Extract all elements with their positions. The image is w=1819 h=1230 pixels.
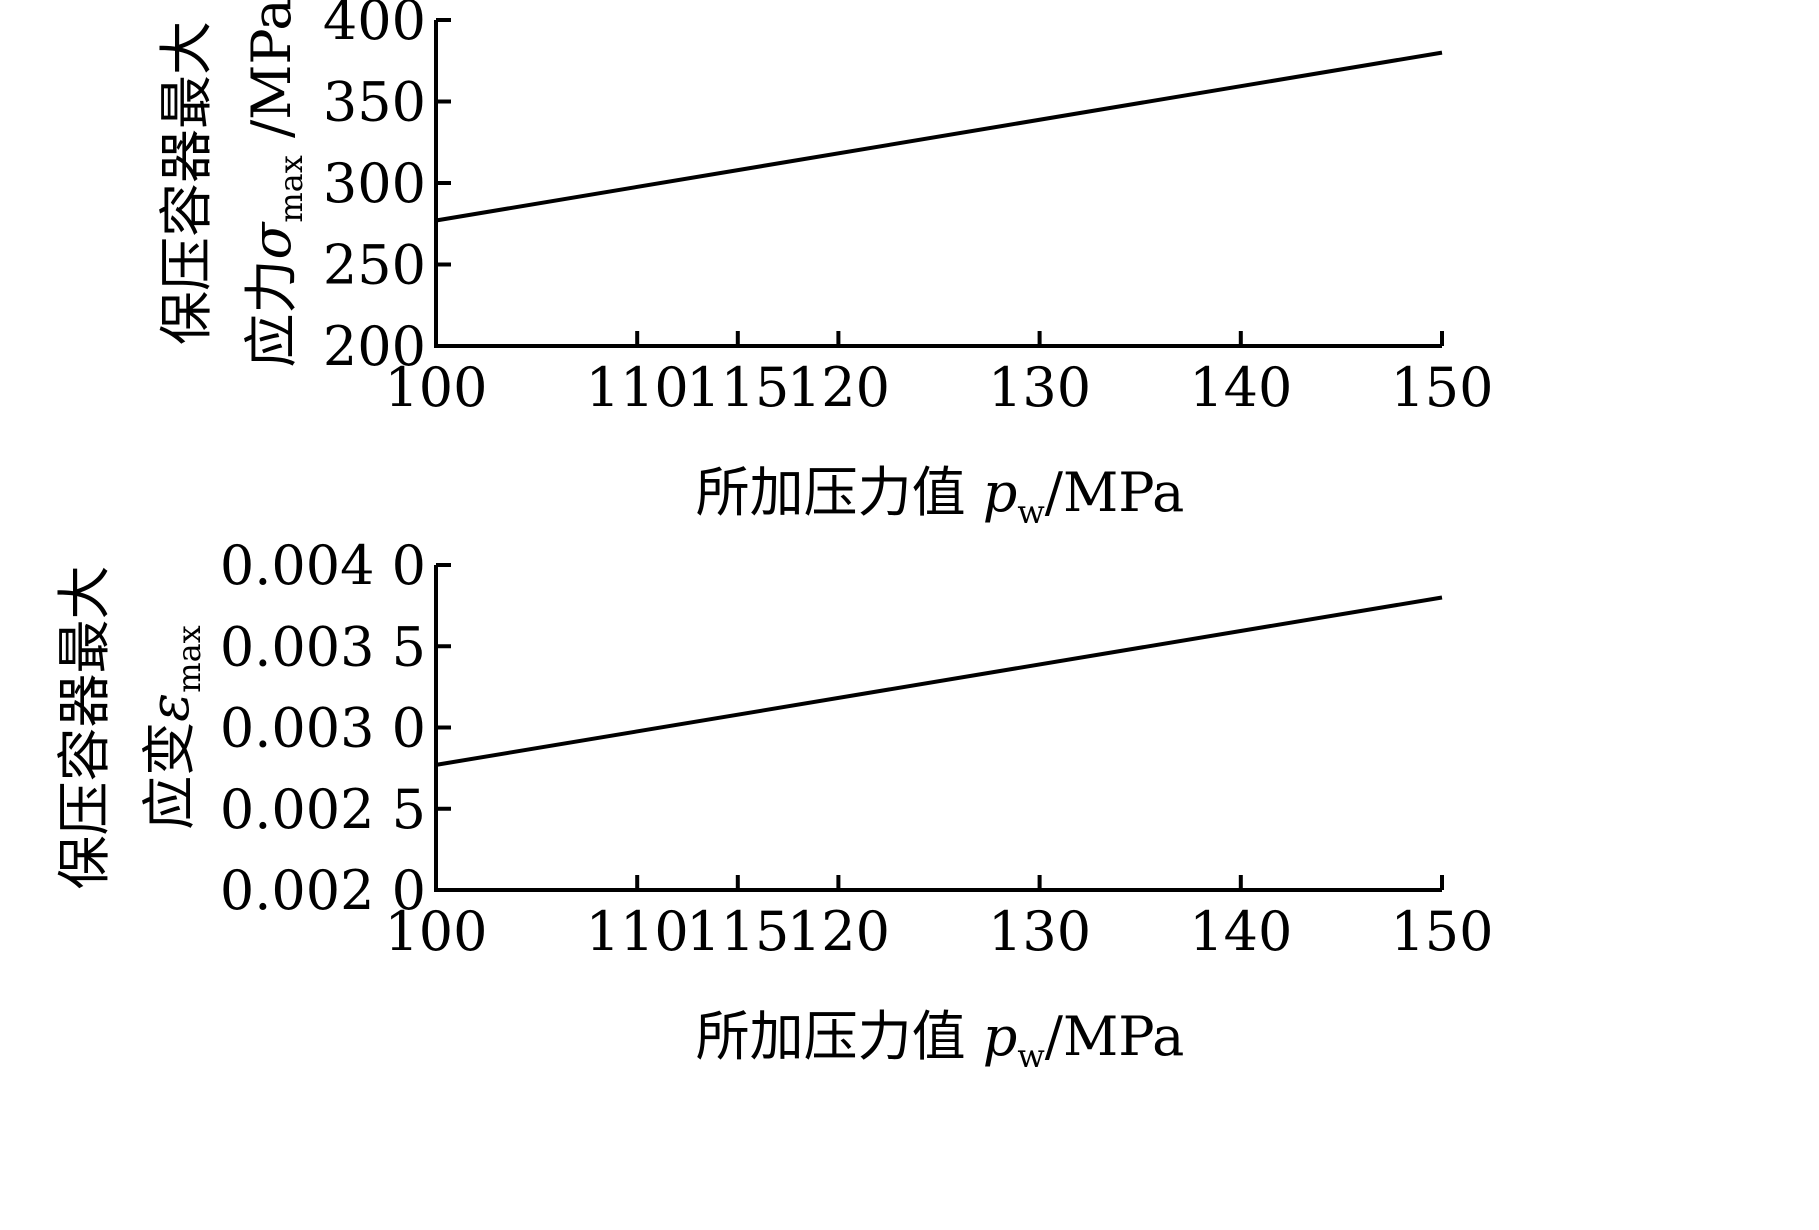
strain-chart: 0.002 0 0.002 5 0.003 0 0.003 5 0.004 0 100 11… — [53, 534, 1494, 1075]
y-tick-label: 350 — [323, 71, 426, 134]
x-axis-title: 所加压力值 pw/MPa — [696, 461, 1185, 531]
x-axis-title-subscript: w — [1017, 493, 1044, 531]
y-tick-label: 300 — [323, 152, 426, 215]
x-axis-title: 所加压力值 pw/MPa — [696, 1005, 1185, 1075]
x-tick-label: 110 — [586, 900, 689, 963]
x-axis-title-subscript: w — [1017, 1037, 1044, 1075]
x-tick-label: 100 — [384, 356, 487, 419]
y-axis-title-subscript: max — [170, 625, 208, 692]
x-axis-title-prefix: 所加压力值 — [696, 461, 983, 524]
x-tick-label: 130 — [988, 900, 1091, 963]
y-axis-title-prefix: 应力 — [240, 260, 303, 368]
x-axis-title-prefix: 所加压力值 — [696, 1005, 983, 1068]
series-line — [435, 50, 1443, 223]
x-tick-label: 120 — [787, 900, 890, 963]
y-tick-label: 0.003 5 — [220, 615, 426, 678]
series-line — [435, 595, 1443, 767]
x-tick-label: 150 — [1390, 900, 1493, 963]
y-axis-title-line1: 保压容器最大 — [53, 566, 116, 890]
x-tick-label: 115 — [686, 356, 789, 419]
x-axis-title-unit: /MPa — [1045, 461, 1185, 524]
x-tick-label: 115 — [686, 900, 789, 963]
y-tick-label: 0.004 0 — [220, 534, 426, 597]
y-tick-label: 0.002 0 — [220, 859, 426, 922]
x-tick-label: 110 — [586, 356, 689, 419]
y-axis-title-subscript: max — [272, 155, 310, 222]
y-axis-title-line2: 应力σmax /MPa — [240, 0, 310, 368]
y-tick-label: 400 — [323, 0, 426, 52]
x-tick-label: 140 — [1189, 356, 1292, 419]
y-axis-title-prefix: 应变 — [138, 722, 201, 830]
axes-frame — [434, 565, 1442, 892]
axes-frame — [434, 20, 1442, 348]
y-axis-title-line2: 应变εmax — [138, 625, 208, 829]
y-axis-title-symbol: σ — [240, 221, 303, 260]
y-tick-label: 0.002 5 — [220, 778, 426, 841]
x-tick-label: 120 — [787, 356, 890, 419]
x-tick-label: 140 — [1189, 900, 1292, 963]
y-tick-label: 200 — [323, 315, 426, 378]
y-axis-title-unit: /MPa — [240, 0, 303, 155]
y-tick-label: 250 — [323, 234, 426, 297]
x-tick-label: 100 — [384, 900, 487, 963]
y-axis-title-line1: 保压容器最大 — [155, 21, 218, 345]
x-tick-label: 130 — [988, 356, 1091, 419]
x-axis-title-symbol: p — [983, 461, 1018, 524]
x-axis-title-symbol: p — [983, 1005, 1018, 1068]
x-axis-title-unit: /MPa — [1045, 1005, 1185, 1068]
y-axis-title-symbol: ε — [138, 693, 201, 722]
x-tick-label: 150 — [1390, 356, 1493, 419]
y-tick-label: 0.003 0 — [220, 697, 426, 760]
